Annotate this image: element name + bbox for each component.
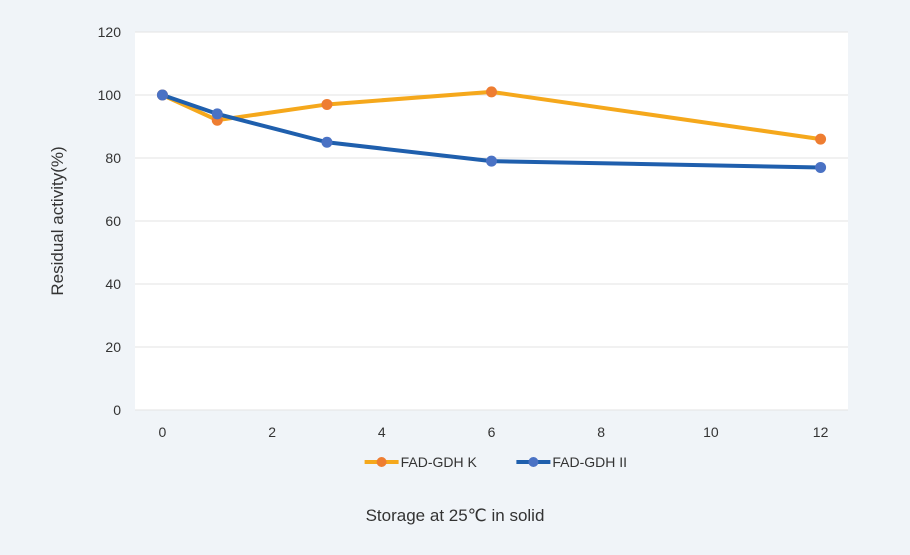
y-tick-label: 60 (105, 213, 121, 229)
x-tick-labels: 0 2 4 6 8 10 12 (159, 424, 829, 440)
data-point-series-1 (486, 155, 497, 167)
y-tick-label: 100 (98, 87, 122, 103)
x-tick-label: 0 (159, 424, 167, 440)
data-point-series-1 (815, 161, 827, 173)
x-tick-label: 4 (378, 424, 386, 440)
y-tick-label: 40 (105, 276, 121, 292)
y-tick-labels: 0 20 40 60 80 100 120 (98, 24, 122, 418)
data-point-series-1 (321, 136, 333, 148)
y-tick-label: 20 (105, 339, 121, 355)
legend-label: FAD-GDH K (401, 454, 478, 470)
x-tick-label: 12 (813, 424, 829, 440)
x-tick-label: 10 (703, 424, 719, 440)
data-point-series-0 (321, 98, 333, 110)
legend-marker-sample (376, 457, 387, 467)
x-tick-label: 6 (488, 424, 496, 440)
y-axis-label: Residual activity(%) (48, 146, 67, 295)
data-point-series-1 (211, 108, 223, 120)
legend-label: FAD-GDH II (552, 454, 627, 470)
y-tick-label: 80 (105, 150, 121, 166)
y-tick-label: 0 (113, 402, 121, 418)
x-tick-label: 8 (597, 424, 605, 440)
data-point-series-0 (815, 133, 827, 145)
legend-marker-sample (528, 457, 539, 467)
data-point-series-0 (486, 86, 497, 98)
data-point-series-1 (156, 89, 168, 101)
x-axis-label: Storage at 25℃ in solid (365, 506, 545, 525)
x-tick-label: 2 (268, 424, 276, 440)
legend: FAD-GDH K FAD-GDH II (364, 454, 627, 470)
series-lines (156, 86, 827, 173)
y-tick-label: 120 (98, 24, 122, 40)
